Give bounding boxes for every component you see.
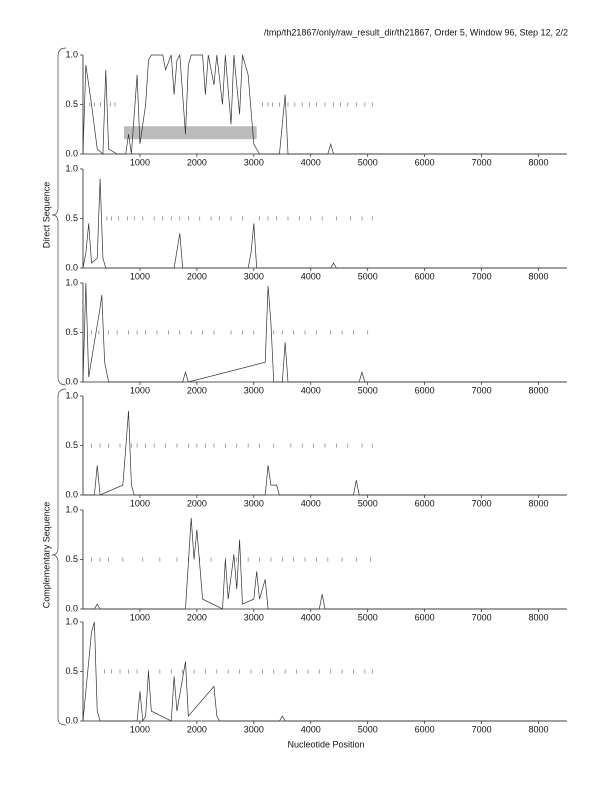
x-tick-label: 3000 <box>244 612 264 622</box>
title: /tmp/th21867/only/raw_result_dir/th21867… <box>264 27 568 37</box>
x-tick-label: 2000 <box>187 612 207 622</box>
x-tick-label: 2000 <box>187 157 207 167</box>
y-tick-label: 0.0 <box>65 262 78 272</box>
x-tick-label: 8000 <box>529 271 549 281</box>
y-tick-label: 0.5 <box>65 213 78 223</box>
x-tick-label: 7000 <box>472 724 492 734</box>
y-tick-label: 1.0 <box>65 277 78 287</box>
x-tick-label: 5000 <box>358 157 378 167</box>
x-tick-label: 6000 <box>415 385 435 395</box>
y-tick-label: 0.5 <box>65 99 78 109</box>
x-tick-label: 7000 <box>472 385 492 395</box>
x-tick-label: 1000 <box>130 385 150 395</box>
x-tick-label: 3000 <box>244 498 264 508</box>
x-tick-label: 1000 <box>130 724 150 734</box>
x-tick-label: 6000 <box>415 612 435 622</box>
x-tick-label: 2000 <box>187 271 207 281</box>
x-tick-label: 5000 <box>358 612 378 622</box>
brace <box>51 47 67 386</box>
series-line <box>82 621 567 723</box>
y-tick-label: 0.5 <box>65 666 78 676</box>
y-tick-label: 0.0 <box>65 148 78 158</box>
x-tick-label: 4000 <box>301 157 321 167</box>
y-tick-label: 0.5 <box>65 327 78 337</box>
y-tick-label: 0.0 <box>65 489 78 499</box>
x-tick-label: 4000 <box>301 498 321 508</box>
x-tick-label: 5000 <box>358 498 378 508</box>
x-tick-label: 6000 <box>415 724 435 734</box>
y-tick-label: 0.5 <box>65 440 78 450</box>
x-tick-label: 3000 <box>244 271 264 281</box>
x-tick-label: 1000 <box>130 271 150 281</box>
series-line <box>83 410 567 496</box>
region-box <box>123 126 257 140</box>
y-tick-label: 0.0 <box>65 715 78 725</box>
x-tick-label: 6000 <box>415 498 435 508</box>
x-tick-label: 2000 <box>187 498 207 508</box>
x-tick-label: 6000 <box>415 271 435 281</box>
x-tick-label: 3000 <box>244 724 264 734</box>
x-tick-label: 2000 <box>187 385 207 395</box>
x-tick-label: 8000 <box>529 724 549 734</box>
series-line <box>82 282 567 383</box>
x-tick-label: 8000 <box>529 498 549 508</box>
y-tick-label: 1.0 <box>65 49 78 59</box>
x-tick-label: 7000 <box>472 612 492 622</box>
y-tick-label: 0.5 <box>65 554 78 564</box>
x-tick-label: 4000 <box>301 271 321 281</box>
x-axis-label: Nucleotide Position <box>287 739 364 749</box>
y-tick-label: 0.0 <box>65 376 78 386</box>
group-label: Direct Sequence <box>41 182 51 249</box>
y-tick-label: 1.0 <box>65 390 78 400</box>
x-tick-label: 2000 <box>187 724 207 734</box>
y-tick-label: 1.0 <box>65 616 78 626</box>
x-tick-label: 7000 <box>472 157 492 167</box>
x-tick-label: 5000 <box>358 385 378 395</box>
x-tick-label: 4000 <box>301 724 321 734</box>
series-line <box>83 517 567 610</box>
x-tick-label: 6000 <box>415 157 435 167</box>
x-tick-label: 7000 <box>472 271 492 281</box>
x-tick-label: 1000 <box>130 498 150 508</box>
x-tick-label: 7000 <box>472 498 492 508</box>
series-line <box>82 53 567 155</box>
x-tick-label: 4000 <box>301 612 321 622</box>
x-tick-label: 8000 <box>529 612 549 622</box>
y-tick-label: 1.0 <box>65 163 78 173</box>
x-tick-label: 1000 <box>130 612 150 622</box>
group-label: Complementary Sequence <box>41 502 51 609</box>
x-tick-label: 3000 <box>244 157 264 167</box>
x-tick-label: 4000 <box>301 385 321 395</box>
y-tick-label: 1.0 <box>65 504 78 514</box>
x-tick-label: 1000 <box>130 157 150 167</box>
x-tick-label: 5000 <box>358 724 378 734</box>
brace <box>51 388 67 726</box>
x-tick-label: 3000 <box>244 385 264 395</box>
x-tick-label: 8000 <box>529 385 549 395</box>
series-line <box>82 178 567 269</box>
x-tick-label: 5000 <box>358 271 378 281</box>
x-tick-label: 8000 <box>529 157 549 167</box>
y-tick-label: 0.0 <box>65 603 78 613</box>
